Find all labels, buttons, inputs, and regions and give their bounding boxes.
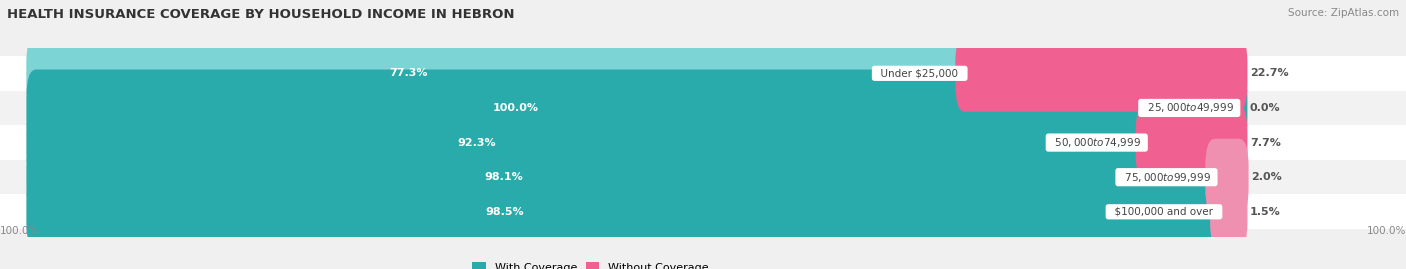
Text: HEALTH INSURANCE COVERAGE BY HOUSEHOLD INCOME IN HEBRON: HEALTH INSURANCE COVERAGE BY HOUSEHOLD I… xyxy=(7,8,515,21)
Text: 22.7%: 22.7% xyxy=(1250,68,1288,78)
Text: 0.0%: 0.0% xyxy=(1250,103,1281,113)
Text: Under $25,000: Under $25,000 xyxy=(875,68,965,78)
Text: 77.3%: 77.3% xyxy=(389,68,427,78)
Text: 7.7%: 7.7% xyxy=(1250,137,1281,148)
FancyBboxPatch shape xyxy=(27,69,1247,146)
Text: 100.0%: 100.0% xyxy=(492,103,538,113)
FancyBboxPatch shape xyxy=(0,91,1406,125)
FancyBboxPatch shape xyxy=(27,35,974,112)
Text: 100.0%: 100.0% xyxy=(0,226,39,236)
FancyBboxPatch shape xyxy=(27,174,1229,250)
Text: 92.3%: 92.3% xyxy=(457,137,496,148)
Text: 2.0%: 2.0% xyxy=(1251,172,1282,182)
Legend: With Coverage, Without Coverage: With Coverage, Without Coverage xyxy=(472,262,709,269)
Text: $50,000 to $74,999: $50,000 to $74,999 xyxy=(1049,136,1146,149)
Text: $100,000 and over: $100,000 and over xyxy=(1108,207,1220,217)
Text: Source: ZipAtlas.com: Source: ZipAtlas.com xyxy=(1288,8,1399,18)
FancyBboxPatch shape xyxy=(1211,174,1247,250)
FancyBboxPatch shape xyxy=(0,194,1406,229)
Text: 100.0%: 100.0% xyxy=(1367,226,1406,236)
Text: 1.5%: 1.5% xyxy=(1250,207,1281,217)
FancyBboxPatch shape xyxy=(27,174,1247,250)
Text: $75,000 to $99,999: $75,000 to $99,999 xyxy=(1118,171,1215,184)
Text: 98.1%: 98.1% xyxy=(484,172,523,182)
FancyBboxPatch shape xyxy=(0,56,1406,91)
FancyBboxPatch shape xyxy=(955,35,1247,112)
FancyBboxPatch shape xyxy=(27,139,1225,216)
FancyBboxPatch shape xyxy=(27,35,1247,112)
FancyBboxPatch shape xyxy=(27,104,1247,181)
Text: 98.5%: 98.5% xyxy=(486,207,524,217)
Text: $25,000 to $49,999: $25,000 to $49,999 xyxy=(1140,101,1237,114)
FancyBboxPatch shape xyxy=(0,125,1406,160)
FancyBboxPatch shape xyxy=(1205,139,1249,216)
FancyBboxPatch shape xyxy=(0,160,1406,194)
FancyBboxPatch shape xyxy=(27,69,1247,146)
FancyBboxPatch shape xyxy=(1136,104,1247,181)
FancyBboxPatch shape xyxy=(27,104,1154,181)
FancyBboxPatch shape xyxy=(27,139,1247,216)
